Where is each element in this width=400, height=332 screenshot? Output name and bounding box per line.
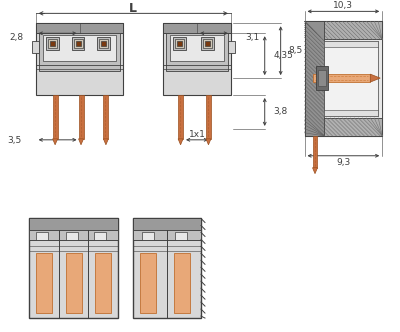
Bar	[29, 218, 118, 318]
Bar	[48, 39, 57, 48]
Polygon shape	[104, 139, 108, 145]
Bar	[72, 37, 84, 50]
Bar	[36, 23, 123, 33]
Bar	[177, 41, 182, 46]
Bar	[29, 230, 118, 240]
Bar	[98, 37, 110, 50]
Bar	[102, 41, 106, 46]
Text: 9,3: 9,3	[336, 158, 350, 167]
Bar	[50, 41, 55, 46]
Polygon shape	[178, 139, 183, 145]
Bar	[324, 41, 378, 47]
Bar	[174, 253, 190, 313]
Bar	[142, 232, 154, 240]
Polygon shape	[53, 139, 58, 145]
Bar	[312, 74, 370, 82]
Bar	[39, 33, 120, 71]
Bar	[104, 95, 108, 139]
Bar	[206, 95, 211, 139]
Bar	[36, 232, 48, 240]
Bar	[140, 253, 156, 313]
Text: 3,1: 3,1	[245, 33, 259, 42]
Bar	[304, 118, 382, 136]
Bar	[170, 35, 224, 61]
Polygon shape	[370, 74, 380, 82]
Polygon shape	[206, 139, 211, 145]
Bar	[318, 70, 326, 86]
Bar	[43, 35, 116, 61]
Text: 4,35: 4,35	[274, 51, 294, 60]
Bar	[66, 232, 78, 240]
Bar	[163, 23, 231, 33]
Bar	[66, 253, 82, 313]
Text: 3,5: 3,5	[8, 136, 22, 145]
Text: 10,3: 10,3	[333, 1, 353, 10]
Bar	[203, 39, 212, 48]
Bar	[36, 253, 52, 313]
Bar	[133, 230, 201, 240]
Bar	[175, 232, 187, 240]
Bar	[312, 136, 318, 168]
Polygon shape	[312, 168, 318, 174]
Bar	[324, 41, 378, 116]
Text: 1x1: 1x1	[188, 130, 206, 139]
Bar	[78, 95, 84, 139]
Polygon shape	[78, 139, 84, 145]
Bar	[94, 232, 106, 240]
Bar	[74, 39, 82, 48]
Bar	[163, 23, 231, 95]
Bar	[173, 37, 186, 50]
Bar	[304, 21, 324, 136]
Text: 2,8: 2,8	[10, 33, 24, 42]
Bar	[133, 218, 201, 318]
Bar	[228, 41, 235, 53]
Bar	[100, 39, 108, 48]
Text: L: L	[129, 2, 137, 15]
Bar	[178, 95, 183, 139]
Bar	[324, 110, 378, 116]
Bar	[175, 39, 184, 48]
Bar	[76, 41, 80, 46]
Bar	[316, 66, 328, 90]
Bar	[46, 37, 59, 50]
Text: 8,5: 8,5	[289, 46, 303, 55]
Bar	[304, 21, 382, 136]
Bar	[29, 218, 118, 230]
Bar	[32, 41, 39, 53]
Bar	[201, 37, 214, 50]
Bar	[304, 39, 382, 118]
Bar	[36, 23, 123, 95]
Bar	[304, 21, 382, 39]
Bar	[205, 41, 210, 46]
Bar	[53, 95, 58, 139]
Bar	[96, 253, 111, 313]
Bar	[133, 218, 201, 230]
Bar	[166, 33, 228, 71]
Text: 3,8: 3,8	[274, 108, 288, 117]
